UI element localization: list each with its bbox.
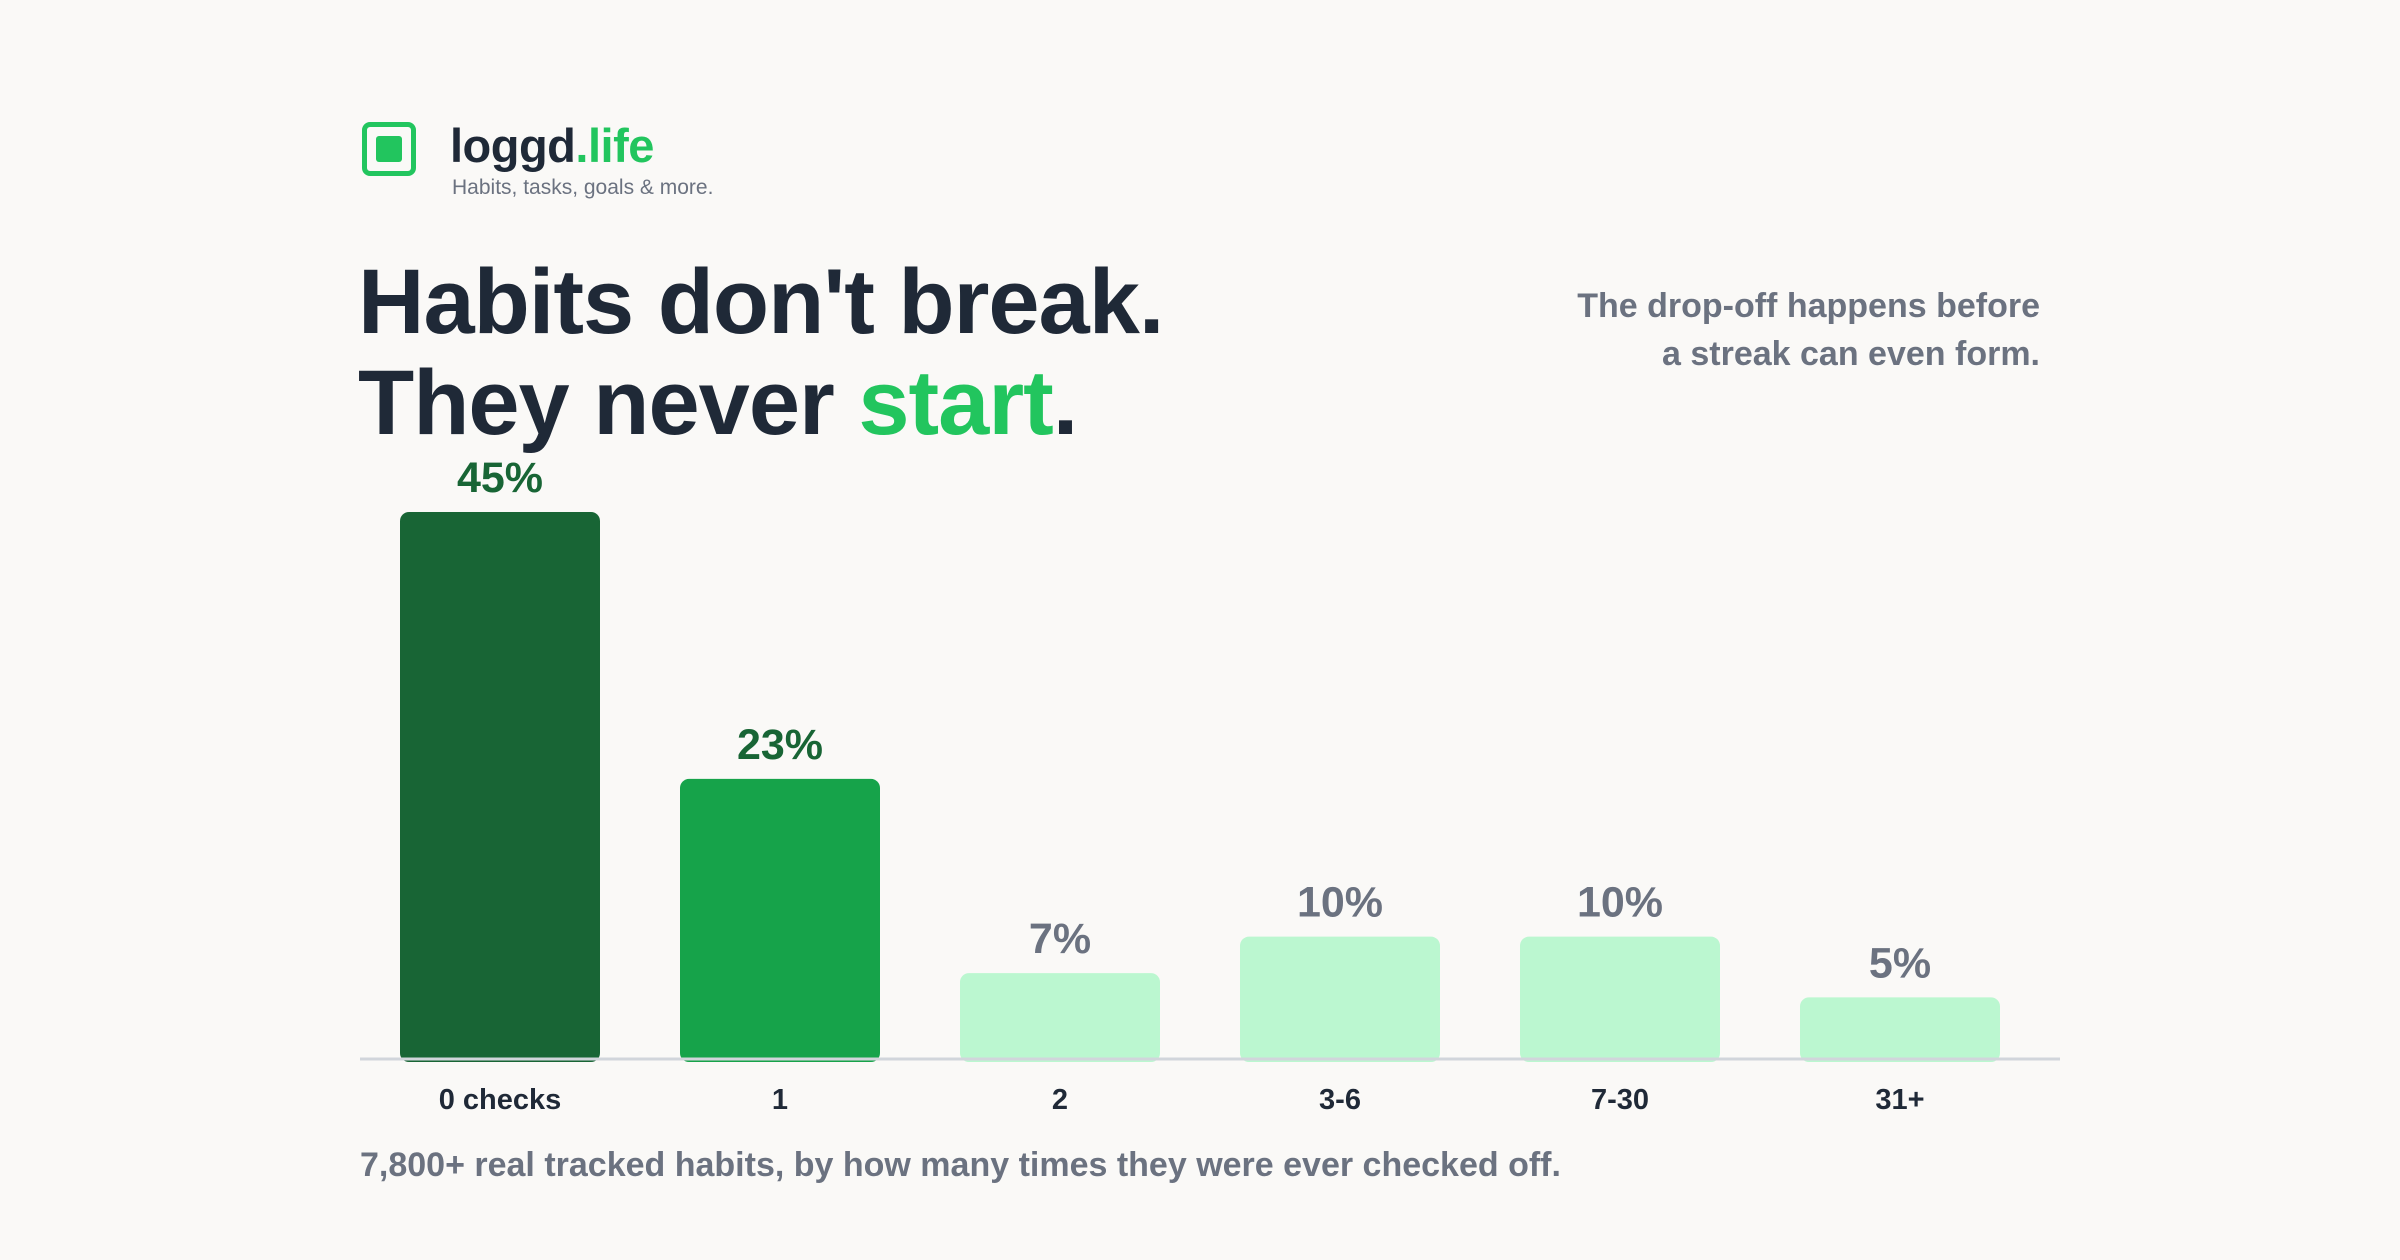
- bar-1: [680, 778, 880, 1062]
- category-label-2: 2: [1052, 1084, 1068, 1116]
- bar-4: [1520, 936, 1720, 1062]
- bar-5: [1800, 997, 2000, 1062]
- subnote-line-1: The drop-off happens before: [1577, 287, 2040, 325]
- category-label-3: 3-6: [1319, 1084, 1361, 1116]
- bar-3: [1240, 936, 1440, 1062]
- category-label-0: 0 checks: [439, 1084, 562, 1116]
- headline-line-2-prefix: They never: [358, 352, 859, 454]
- chart-caption: 7,800+ real tracked habits, by how many …: [360, 1146, 1561, 1184]
- brand-tagline: Habits, tasks, goals & more.: [452, 176, 714, 199]
- headline-line-2-suffix: .: [1052, 352, 1079, 454]
- headline-highlight: start: [858, 352, 1053, 454]
- value-label-4: 10%: [1577, 879, 1663, 927]
- page-title: Habits don't break. They never start.: [358, 251, 1164, 454]
- brand-name-tld: .life: [575, 119, 654, 172]
- value-label-2: 7%: [1029, 915, 1091, 963]
- headline-line-2: They never start.: [358, 353, 1163, 454]
- category-label-5: 31+: [1875, 1084, 1924, 1116]
- headline-line-1: Habits don't break.: [358, 251, 1164, 353]
- brand-name-main: loggd: [450, 119, 576, 172]
- value-label-0: 45%: [457, 454, 543, 502]
- bar-2: [960, 973, 1160, 1062]
- category-label-1: 1: [772, 1084, 788, 1116]
- subnote-line-2: a streak can even form.: [1662, 335, 2040, 373]
- logo-icon: [362, 122, 416, 176]
- category-label-4: 7-30: [1591, 1084, 1649, 1116]
- subnote: The drop-off happens before a streak can…: [1440, 282, 2040, 378]
- brand-name: loggd.life: [450, 118, 654, 173]
- value-label-1: 23%: [737, 721, 823, 769]
- bar-0: [400, 512, 600, 1062]
- value-label-3: 10%: [1297, 879, 1383, 927]
- value-label-5: 5%: [1869, 939, 1931, 987]
